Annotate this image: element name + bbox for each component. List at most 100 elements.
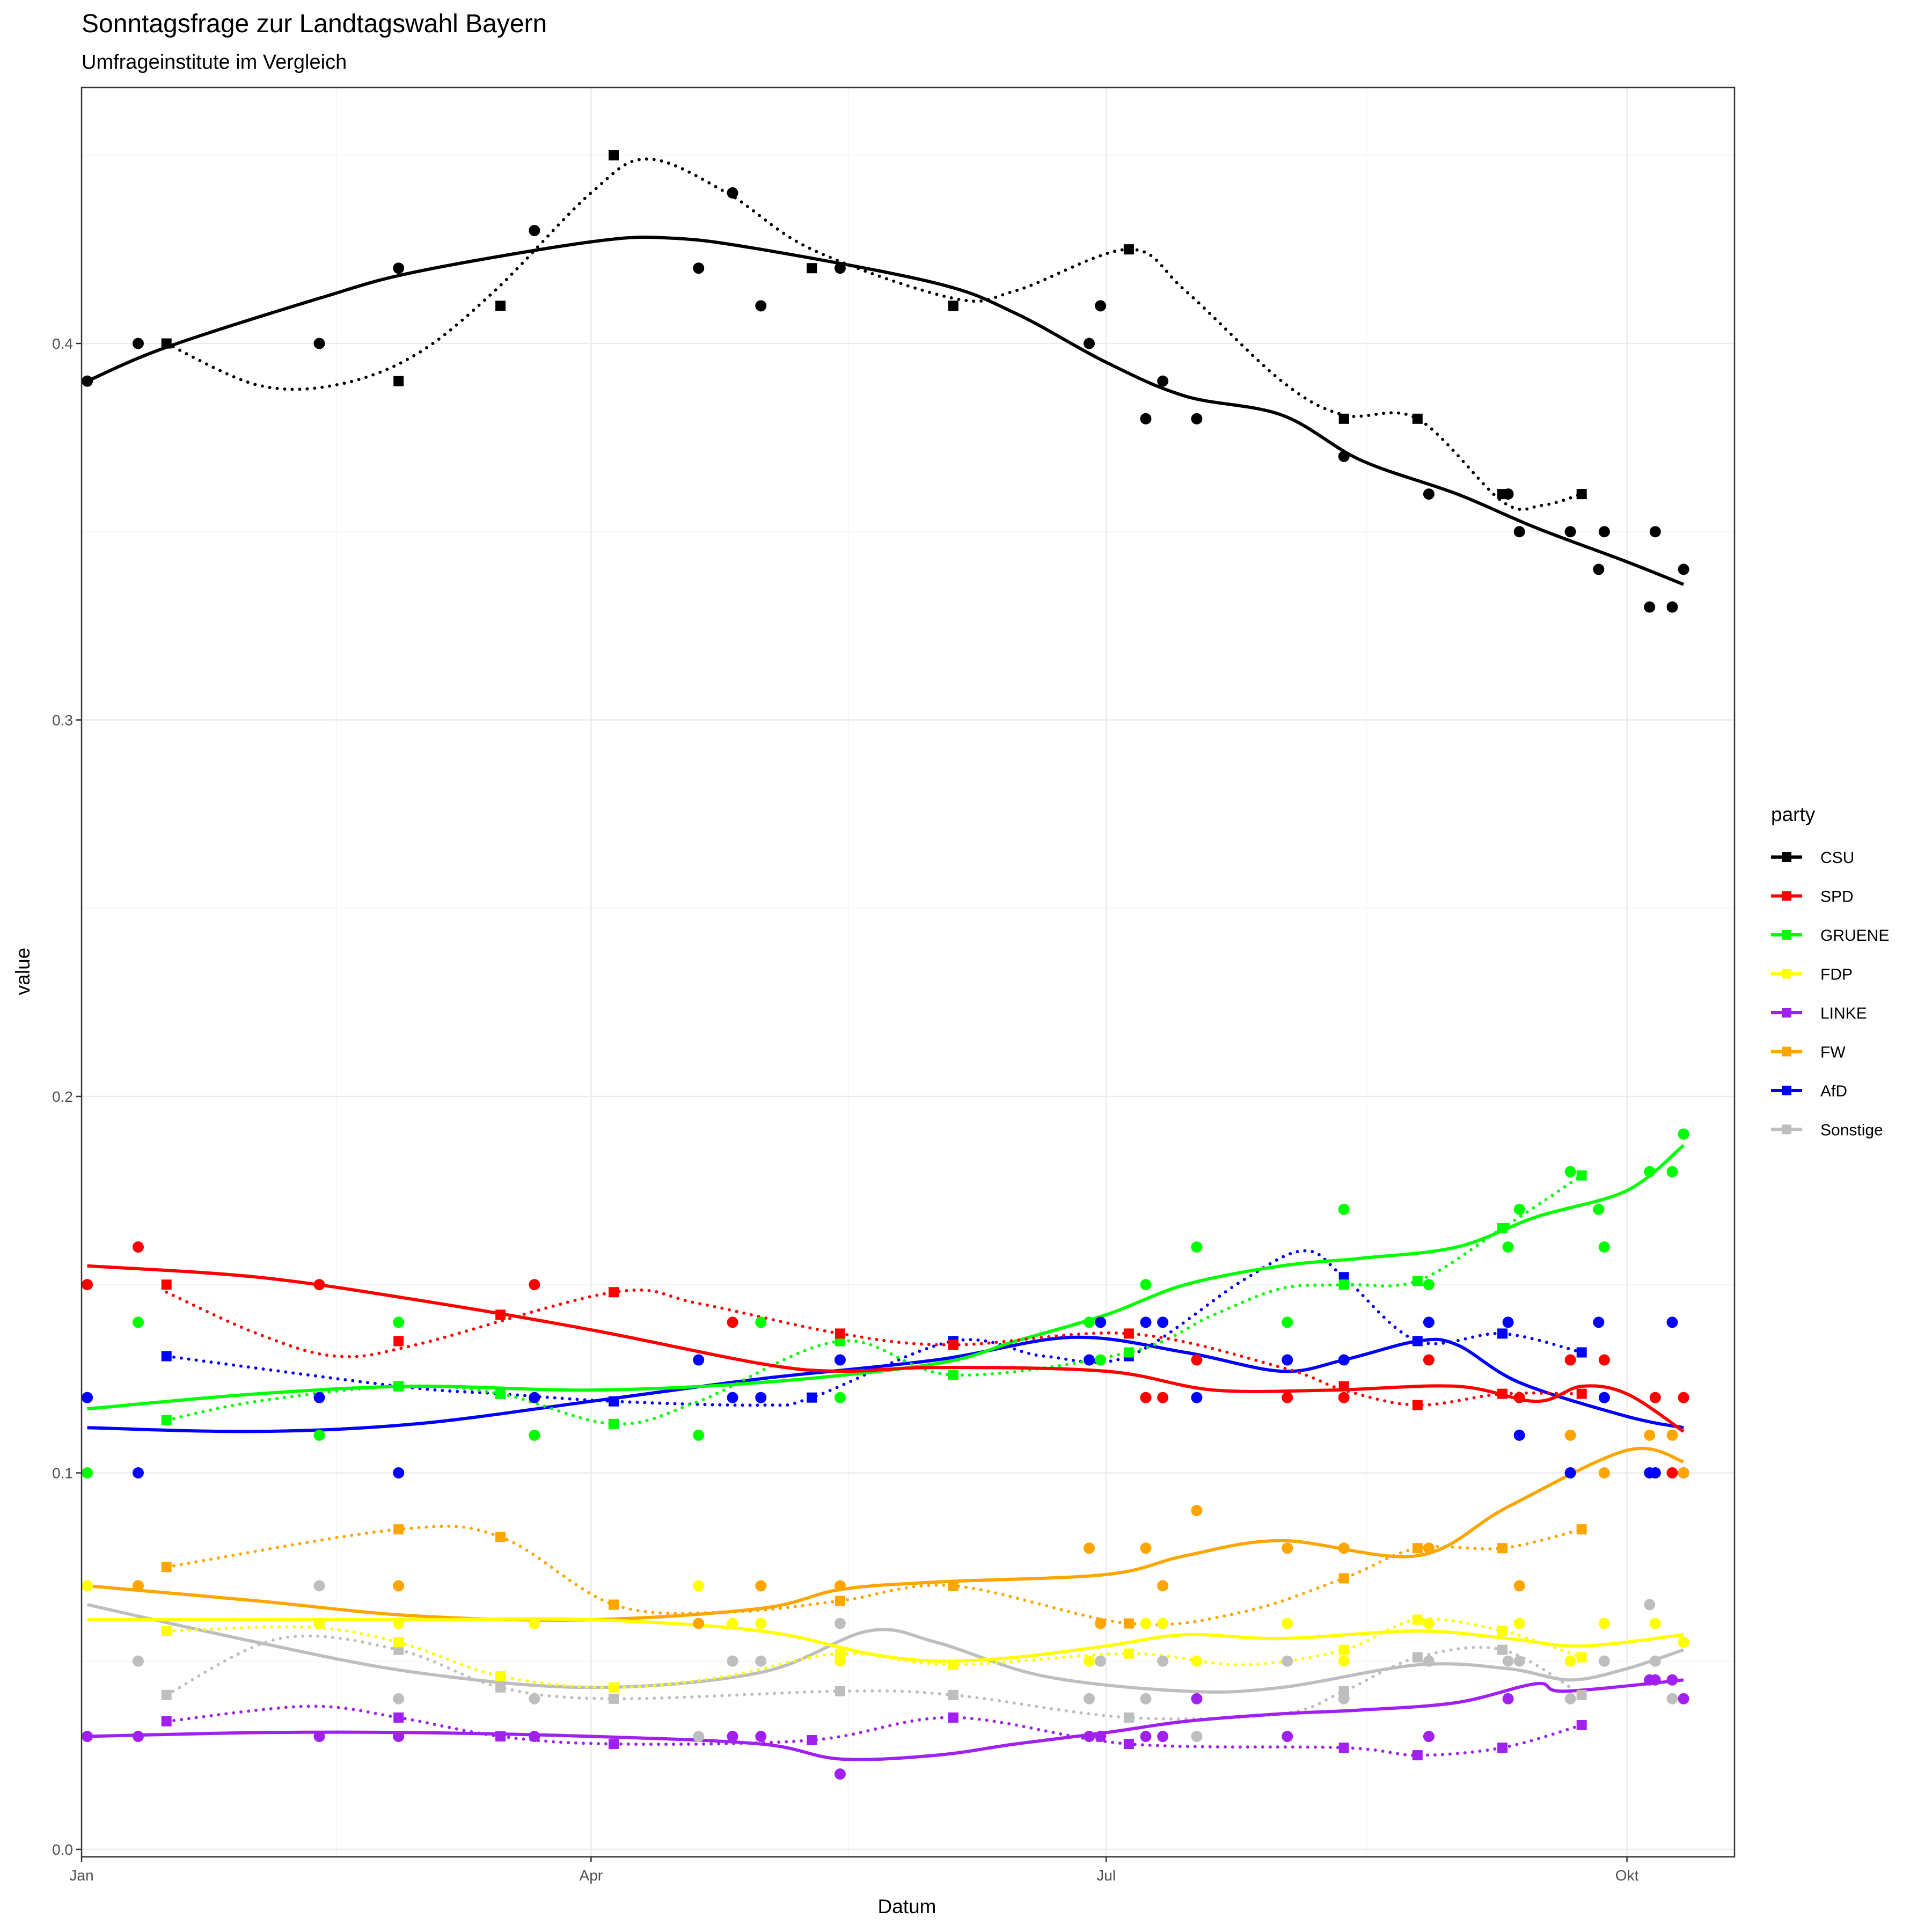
afd-circle-point <box>393 1467 405 1479</box>
afd-circle-point <box>1649 1467 1661 1479</box>
sonstige-circle-point <box>1666 1693 1678 1704</box>
fw-square-point <box>161 1562 172 1572</box>
fdp-square-point <box>1576 1652 1587 1663</box>
csu-circle-point <box>132 338 144 349</box>
gruene-circle-point <box>1598 1241 1610 1253</box>
spd-circle-point <box>1513 1392 1525 1403</box>
gruene-circle-point <box>834 1392 846 1403</box>
gruene-circle-point <box>1095 1354 1107 1366</box>
fw-square-point <box>948 1580 958 1591</box>
csu-square-point <box>609 150 619 160</box>
y-axis-tick-labels: 0.0 0.1 0.2 0.3 0.4 <box>52 335 73 1858</box>
fdp-circle-point <box>1649 1618 1661 1629</box>
afd-solid-trend-line <box>87 1335 1684 1433</box>
gruene-circle-point <box>1084 1316 1095 1328</box>
afd-circle-point <box>1423 1316 1435 1328</box>
chart-subtitle: Umfrageinstitute im Vergleich <box>82 51 347 74</box>
fdp-circle-point <box>1084 1655 1095 1667</box>
gruene-square-point <box>393 1381 404 1392</box>
fdp-square-point <box>393 1637 404 1648</box>
fw-dotted-trend-line <box>165 1524 1584 1627</box>
spd-square-point <box>1497 1388 1508 1399</box>
spd-square-point <box>393 1336 404 1346</box>
gruene-square-point <box>948 1370 958 1380</box>
afd-circle-point <box>1191 1392 1203 1403</box>
gruene-circle-point <box>529 1429 540 1441</box>
fw-circle-point <box>755 1580 767 1592</box>
fw-circle-point <box>1423 1542 1435 1554</box>
gruene-circle-point <box>82 1467 93 1479</box>
x-tick-label: Apr <box>580 1867 603 1884</box>
gruene-square-point <box>609 1418 619 1429</box>
spd-circle-point <box>1338 1392 1350 1403</box>
sonstige-circle-point <box>313 1580 325 1592</box>
spd-square-point <box>161 1279 172 1290</box>
fw-circle-point <box>1191 1505 1203 1517</box>
csu-circle-point <box>1095 300 1107 312</box>
csu-square-point <box>1412 413 1423 424</box>
sonstige-square-point <box>835 1686 845 1696</box>
sonstige-circle-point <box>1084 1693 1095 1704</box>
sonstige-square-point <box>1123 1712 1134 1723</box>
linke-square-point <box>1576 1719 1587 1730</box>
x-tick-label: Jan <box>69 1867 93 1884</box>
fw-circle-point <box>1140 1542 1152 1554</box>
csu-square-point <box>393 376 404 386</box>
afd-circle-point <box>529 1392 540 1403</box>
legend-label-csu: CSU <box>1820 849 1854 867</box>
fdp-circle-point <box>1678 1636 1689 1648</box>
x-tick-label: Okt <box>1615 1867 1639 1884</box>
afd-circle-point <box>1338 1354 1350 1366</box>
fw-circle-point <box>1564 1429 1576 1441</box>
afd-circle-point <box>313 1392 325 1403</box>
linke-circle-point <box>834 1768 846 1780</box>
afd-circle-point <box>1140 1316 1152 1328</box>
afd-circle-point <box>132 1467 144 1479</box>
legend: party CSU SPD GRUENE FDP LINKE FW AfD Sonstige <box>1771 803 1889 1139</box>
csu-circle-point <box>1666 601 1678 613</box>
linke-circle-point <box>1084 1731 1095 1743</box>
gruene-circle-point <box>1644 1166 1656 1177</box>
gruene-square-point <box>1412 1276 1423 1286</box>
sonstige-circle-point <box>1513 1655 1525 1667</box>
axis-ticks <box>76 342 1628 1862</box>
fw-circle-point <box>1513 1580 1525 1592</box>
fw-circle-point <box>1598 1467 1610 1479</box>
linke-circle-point <box>82 1731 93 1743</box>
gruene-circle-point <box>1593 1203 1605 1215</box>
legend-title: party <box>1771 803 1816 825</box>
legend-label-afd: AfD <box>1820 1082 1847 1100</box>
sonstige-circle-point <box>1282 1655 1293 1667</box>
spd-circle-point <box>132 1241 144 1253</box>
fdp-square-point <box>161 1626 172 1636</box>
csu-square-point <box>1338 413 1349 424</box>
fdp-circle-point <box>1564 1655 1576 1667</box>
sonstige-square-point <box>609 1693 619 1704</box>
fw-circle-point <box>1084 1542 1095 1554</box>
fdp-circle-point <box>1513 1618 1525 1629</box>
fw-square-point <box>609 1599 619 1610</box>
linke-square-point <box>1338 1743 1349 1753</box>
sonstige-circle-point <box>727 1655 738 1667</box>
csu-circle-point <box>313 338 325 349</box>
sonstige-circle-point <box>132 1655 144 1667</box>
afd-circle-point <box>1513 1429 1525 1441</box>
spd-square-point <box>835 1328 845 1339</box>
fw-square-point <box>835 1596 845 1606</box>
fdp-circle-point <box>693 1580 705 1592</box>
linke-circle-point <box>529 1731 540 1743</box>
sonstige-circle-point <box>834 1618 846 1629</box>
sonstige-circle-point <box>1157 1655 1169 1667</box>
fdp-square-point <box>609 1682 619 1693</box>
afd-circle-point <box>1095 1316 1107 1328</box>
linke-square-point <box>1412 1750 1423 1761</box>
linke-circle-point <box>393 1731 405 1743</box>
csu-dotted-trend-line <box>165 157 1584 511</box>
linke-circle-point <box>1666 1674 1678 1686</box>
csu-square-point <box>495 301 506 311</box>
gruene-circle-point <box>313 1429 325 1441</box>
sonstige-solid-trend-line <box>86 1603 1685 1694</box>
fw-circle-point <box>1666 1429 1678 1441</box>
csu-circle-point <box>1423 488 1435 500</box>
